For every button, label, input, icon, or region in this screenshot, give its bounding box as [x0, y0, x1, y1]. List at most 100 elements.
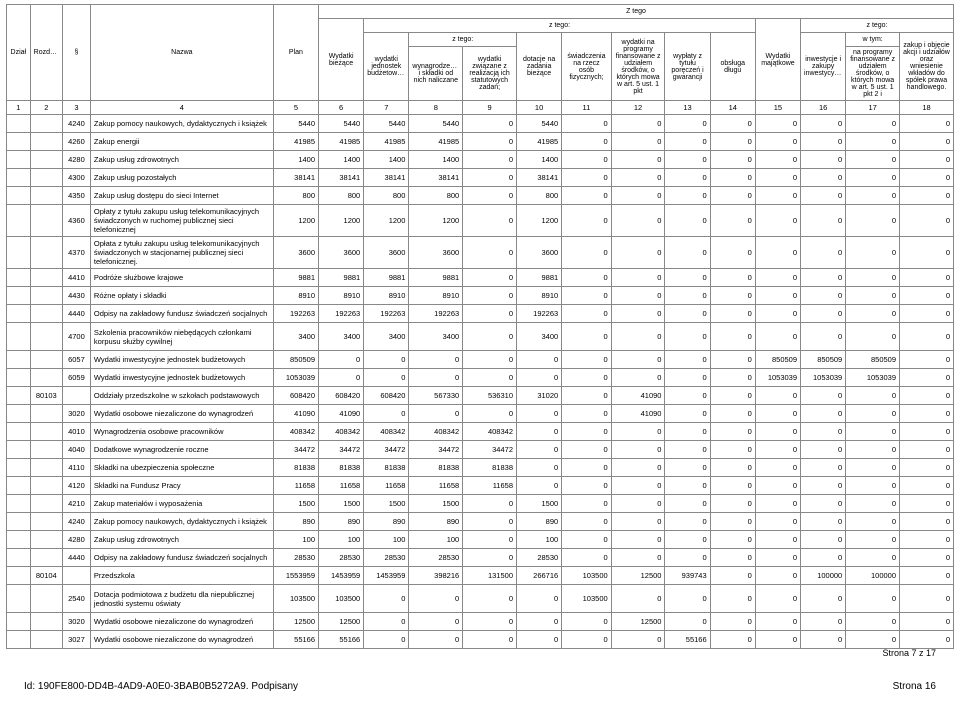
cell-v13: 0	[900, 495, 954, 513]
table-row: 4300Zakup usług pozostałych3814138141381…	[7, 169, 954, 187]
cell-v8: 55166	[665, 631, 710, 649]
cell-v2: 100	[364, 531, 409, 549]
cell-v13: 0	[900, 351, 954, 369]
cell-v12: 0	[846, 405, 900, 423]
cell-v9: 0	[710, 187, 755, 205]
cell-v5: 800	[517, 187, 562, 205]
cell-v2: 3600	[364, 237, 409, 269]
cell-nazwa: Zakup usług zdrowotnych	[90, 531, 273, 549]
cell-v1: 103500	[319, 585, 364, 613]
table-row: 4110Składki na ubezpieczenia społeczne81…	[7, 459, 954, 477]
cell-v2: 8910	[364, 287, 409, 305]
cell-v4: 0	[463, 237, 517, 269]
cell-nazwa: Zakup materiałów i wyposażenia	[90, 495, 273, 513]
cell-v5: 0	[517, 441, 562, 459]
cell-v6: 0	[562, 287, 611, 305]
cell-dzial	[7, 169, 31, 187]
cell-v4: 0	[463, 613, 517, 631]
cell-v2: 0	[364, 585, 409, 613]
cell-nazwa: Oddziały przedszkolne w szkołach podstaw…	[90, 387, 273, 405]
cell-v13: 0	[900, 631, 954, 649]
cell-v8: 0	[665, 151, 710, 169]
cell-v0: 81838	[273, 459, 318, 477]
cell-v6: 103500	[562, 567, 611, 585]
cell-v9: 0	[710, 305, 755, 323]
cell-v13: 0	[900, 151, 954, 169]
cell-v7: 0	[611, 423, 665, 441]
cell-v3: 408342	[409, 423, 463, 441]
cell-v12: 1053039	[846, 369, 900, 387]
cell-v5: 1200	[517, 205, 562, 237]
cell-v8: 0	[665, 133, 710, 151]
cell-v0: 800	[273, 187, 318, 205]
cell-v6: 0	[562, 269, 611, 287]
cell-v8: 0	[665, 115, 710, 133]
cell-v2: 408342	[364, 423, 409, 441]
cell-v6: 0	[562, 549, 611, 567]
cell-v8: 0	[665, 237, 710, 269]
cell-rozdzial	[30, 459, 62, 477]
cell-rozdzial: 80103	[30, 387, 62, 405]
cell-v1: 38141	[319, 169, 364, 187]
cell-v13: 0	[900, 269, 954, 287]
table-row: 4360Opłaty z tytułu zakupu usług telekom…	[7, 205, 954, 237]
hdr-ztego-2: z tego:	[801, 19, 954, 33]
cell-v8: 0	[665, 477, 710, 495]
cell-v12: 0	[846, 477, 900, 495]
cell-v11: 0	[801, 531, 846, 549]
cell-nazwa: Wydatki inwestycyjne jednostek budżetowy…	[90, 369, 273, 387]
cell-v10: 0	[755, 287, 800, 305]
cell-v5: 28530	[517, 549, 562, 567]
cell-v11: 0	[801, 287, 846, 305]
cell-v1: 81838	[319, 459, 364, 477]
cell-v13: 0	[900, 405, 954, 423]
hdr-ztego-3: z tego:	[409, 33, 517, 47]
cell-dzial	[7, 269, 31, 287]
cell-v1: 0	[319, 351, 364, 369]
cell-nazwa: Odpisy na zakładowy fundusz świadczeń so…	[90, 549, 273, 567]
cell-par: 4240	[62, 513, 90, 531]
cell-v13: 0	[900, 441, 954, 459]
colnum-6: 6	[319, 101, 364, 115]
cell-dzial	[7, 585, 31, 613]
colnum-9: 9	[463, 101, 517, 115]
cell-v12: 0	[846, 151, 900, 169]
cell-v8: 0	[665, 269, 710, 287]
cell-v9: 0	[710, 205, 755, 237]
cell-v3: 0	[409, 405, 463, 423]
table-row: 3020Wydatki osobowe niezaliczone do wyna…	[7, 613, 954, 631]
cell-v7: 0	[611, 187, 665, 205]
cell-v3: 3600	[409, 237, 463, 269]
cell-v10: 0	[755, 441, 800, 459]
cell-dzial	[7, 567, 31, 585]
cell-dzial	[7, 387, 31, 405]
cell-v5: 31020	[517, 387, 562, 405]
cell-v0: 8910	[273, 287, 318, 305]
cell-v2: 9881	[364, 269, 409, 287]
colnum-3: 3	[62, 101, 90, 115]
cell-v3: 0	[409, 369, 463, 387]
cell-v13: 0	[900, 187, 954, 205]
cell-par: 4410	[62, 269, 90, 287]
cell-v5: 41985	[517, 133, 562, 151]
cell-dzial	[7, 441, 31, 459]
cell-v1: 890	[319, 513, 364, 531]
cell-v1: 55166	[319, 631, 364, 649]
cell-v0: 408342	[273, 423, 318, 441]
cell-v1: 8910	[319, 287, 364, 305]
table-row: 3020Wydatki osobowe niezaliczone do wyna…	[7, 405, 954, 423]
cell-v0: 850509	[273, 351, 318, 369]
hdr-ztego-1: z tego:	[364, 19, 756, 33]
cell-v9: 0	[710, 513, 755, 531]
cell-v12: 0	[846, 115, 900, 133]
cell-v7: 0	[611, 237, 665, 269]
cell-nazwa: Różne opłaty i składki	[90, 287, 273, 305]
cell-v12: 0	[846, 133, 900, 151]
cell-v9: 0	[710, 369, 755, 387]
cell-v9: 0	[710, 531, 755, 549]
cell-v5: 266716	[517, 567, 562, 585]
cell-v6: 0	[562, 613, 611, 631]
cell-v10: 0	[755, 237, 800, 269]
cell-v1: 0	[319, 369, 364, 387]
table-row: 4440Odpisy na zakładowy fundusz świadcze…	[7, 305, 954, 323]
